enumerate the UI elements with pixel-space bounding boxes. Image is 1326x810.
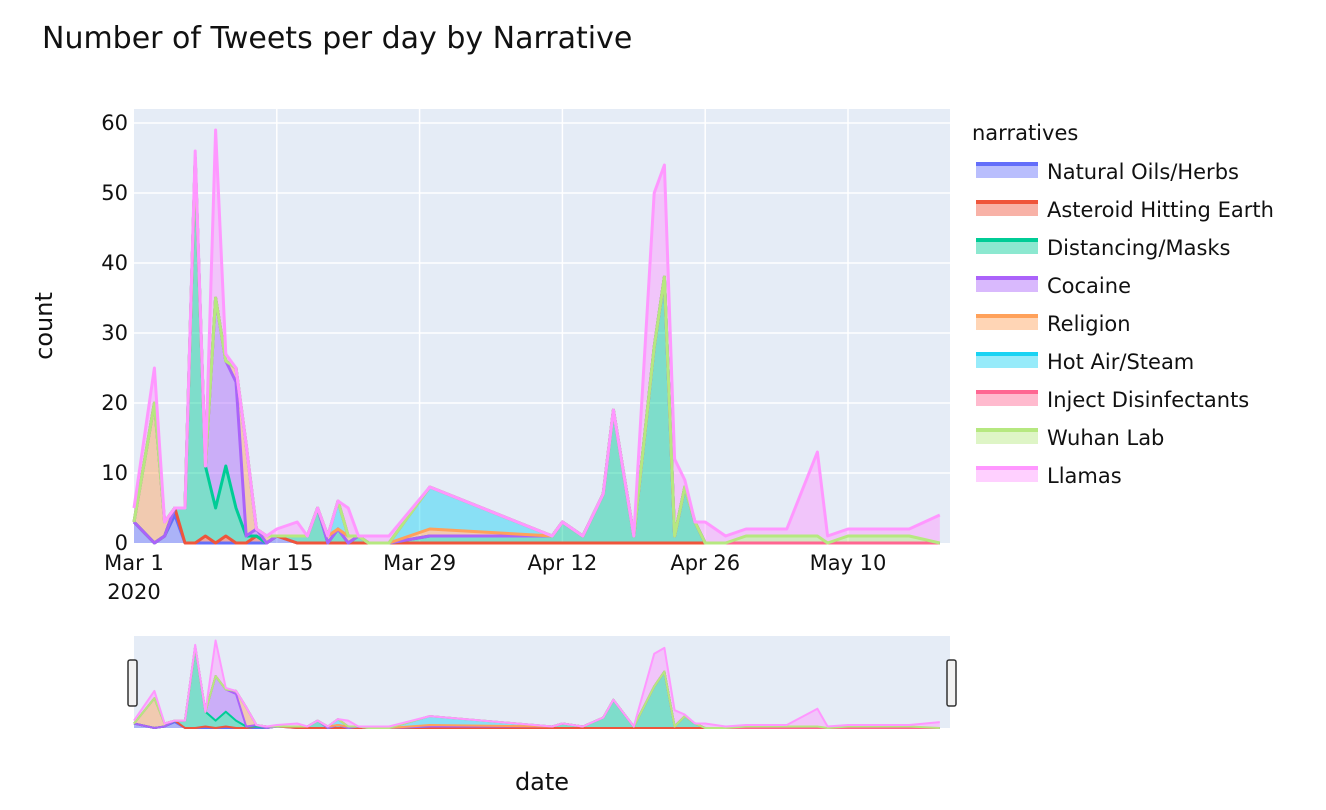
legend-label: Hot Air/Steam: [1047, 350, 1194, 374]
x-tick-label: Mar 1: [104, 551, 164, 575]
legend-label: Asteroid Hitting Earth: [1047, 198, 1274, 222]
legend-item-wuhan-lab[interactable]: Wuhan Lab: [976, 426, 1164, 450]
y-tick-label: 0: [115, 531, 128, 555]
legend-swatch: [976, 164, 1038, 178]
y-axis-ticks: 0 10 20 30 40 50 60: [101, 111, 128, 555]
legend-label: Natural Oils/Herbs: [1047, 160, 1239, 184]
range-slider-left-handle[interactable]: [127, 659, 138, 707]
legend-swatch: [976, 430, 1038, 444]
range-slider-preview: [133, 639, 940, 729]
y-tick-label: 50: [101, 181, 128, 205]
chart-title: Number of Tweets per day by Narrative: [42, 21, 632, 56]
legend-item-distancing-masks[interactable]: Distancing/Masks: [976, 236, 1230, 260]
range-slider-right-handle[interactable]: [946, 659, 957, 707]
legend-swatch: [976, 354, 1038, 368]
legend-item-inject-disinfectants[interactable]: Inject Disinfectants: [976, 388, 1249, 412]
legend-label: Cocaine: [1047, 274, 1131, 298]
x-tick-label: Mar 15: [240, 551, 313, 575]
legend-swatch: [976, 316, 1038, 330]
line-llamas: [132, 128, 941, 538]
plot-lines: [132, 128, 941, 545]
legend-item-cocaine[interactable]: Cocaine: [976, 274, 1131, 298]
y-tick-label: 30: [101, 321, 128, 345]
y-axis-title: count: [30, 292, 58, 360]
y-tick-label: 60: [101, 111, 128, 135]
legend-label: Inject Disinfectants: [1047, 388, 1249, 412]
x-tick-label: May 10: [810, 551, 887, 575]
grid-lines: [134, 109, 950, 543]
legend-item-asteroid-hitting-earth[interactable]: Asteroid Hitting Earth: [976, 198, 1274, 222]
x-tick-label: Apr 26: [670, 551, 740, 575]
legend-swatch: [976, 468, 1038, 482]
y-tick-label: 20: [101, 391, 128, 415]
x-tick-label: Apr 12: [528, 551, 598, 575]
legend-swatch: [976, 278, 1038, 292]
legend-label: Llamas: [1047, 464, 1122, 488]
line-wuhan-lab: [132, 156, 941, 545]
legend: Natural Oils/Herbs Asteroid Hitting Earth…: [976, 160, 1274, 488]
y-tick-label: 40: [101, 251, 128, 275]
slider-lines: [133, 639, 940, 729]
legend-swatch: [976, 392, 1038, 406]
x-axis-ticks: Mar 1 2020 Mar 15 Mar 29 Apr 12 Apr 26 May 10: [104, 551, 886, 604]
x-tick-label: Mar 29: [383, 551, 456, 575]
legend-swatch: [976, 202, 1038, 216]
range-slider-background[interactable]: [134, 636, 950, 728]
plot-background: [134, 109, 950, 543]
slider-line-llamas: [133, 639, 940, 728]
legend-label: Wuhan Lab: [1047, 426, 1164, 450]
legend-item-natural-oils-herbs[interactable]: Natural Oils/Herbs: [976, 160, 1239, 184]
legend-label: Distancing/Masks: [1047, 236, 1230, 260]
legend-item-llamas[interactable]: Llamas: [976, 464, 1122, 488]
x-axis-title: date: [515, 768, 569, 796]
y-tick-label: 10: [101, 461, 128, 485]
legend-item-religion[interactable]: Religion: [976, 312, 1131, 336]
slider-line-wuhan-lab: [133, 645, 940, 729]
legend-title: narratives: [972, 121, 1078, 145]
legend-swatch: [976, 240, 1038, 254]
legend-item-hot-air-steam[interactable]: Hot Air/Steam: [976, 350, 1194, 374]
x-tick-year-label: 2020: [107, 580, 160, 604]
legend-label: Religion: [1047, 312, 1131, 336]
